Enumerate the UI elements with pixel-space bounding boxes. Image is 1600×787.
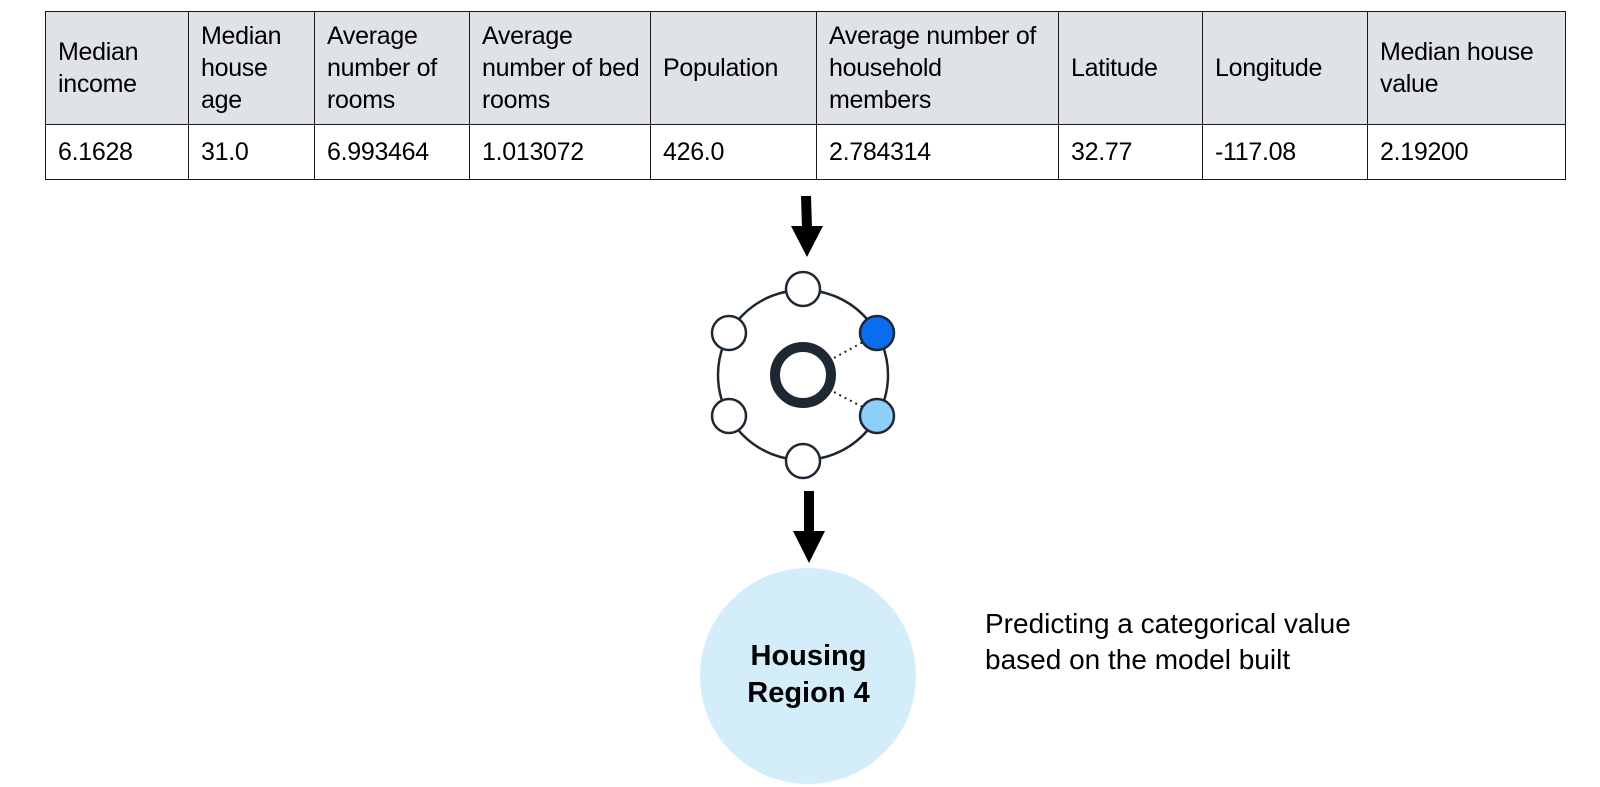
table-row: 6.1628 31.0 6.993464 1.013072 426.0 2.78…	[45, 124, 1566, 180]
header-median-house-age: Median house age	[188, 11, 315, 125]
cell-median-income: 6.1628	[45, 124, 189, 180]
cell-median-house-age: 31.0	[188, 124, 315, 180]
header-latitude: Latitude	[1058, 11, 1203, 125]
model-node	[710, 314, 748, 352]
cell-median-house-value: 2.19200	[1367, 124, 1566, 180]
model-node-active	[858, 314, 896, 352]
model-core-node	[770, 342, 836, 408]
prediction-caption: Predicting a categorical value based on …	[985, 608, 1351, 675]
header-average-rooms: Average number of rooms	[314, 11, 470, 125]
cell-household-members: 2.784314	[816, 124, 1059, 180]
header-average-bedrooms: Average number of bed rooms	[469, 11, 651, 125]
table-header-row: Median income Median house age Average n…	[45, 11, 1566, 125]
cell-average-rooms: 6.993464	[314, 124, 470, 180]
input-data-table: Median income Median house age Average n…	[45, 11, 1566, 180]
output-region-circle	[700, 568, 916, 784]
cell-latitude: 32.77	[1058, 124, 1203, 180]
output-region-label: Housing Region 4	[747, 640, 870, 709]
model-node	[784, 442, 822, 480]
header-household-members: Average number of household members	[816, 11, 1059, 125]
cell-population: 426.0	[650, 124, 817, 180]
header-population: Population	[650, 11, 817, 125]
network-model-icon	[710, 270, 896, 480]
header-median-income: Median income	[45, 11, 189, 125]
connection-dotted-line	[833, 335, 875, 359]
header-median-house-value: Median house value	[1367, 11, 1566, 125]
model-node	[710, 397, 748, 435]
model-node-secondary	[858, 397, 896, 435]
model-node	[784, 270, 822, 308]
cell-average-bedrooms: 1.013072	[469, 124, 651, 180]
arrow-down-icon	[791, 195, 823, 257]
arrow-down-icon	[793, 491, 825, 563]
cell-longitude: -117.08	[1202, 124, 1368, 180]
